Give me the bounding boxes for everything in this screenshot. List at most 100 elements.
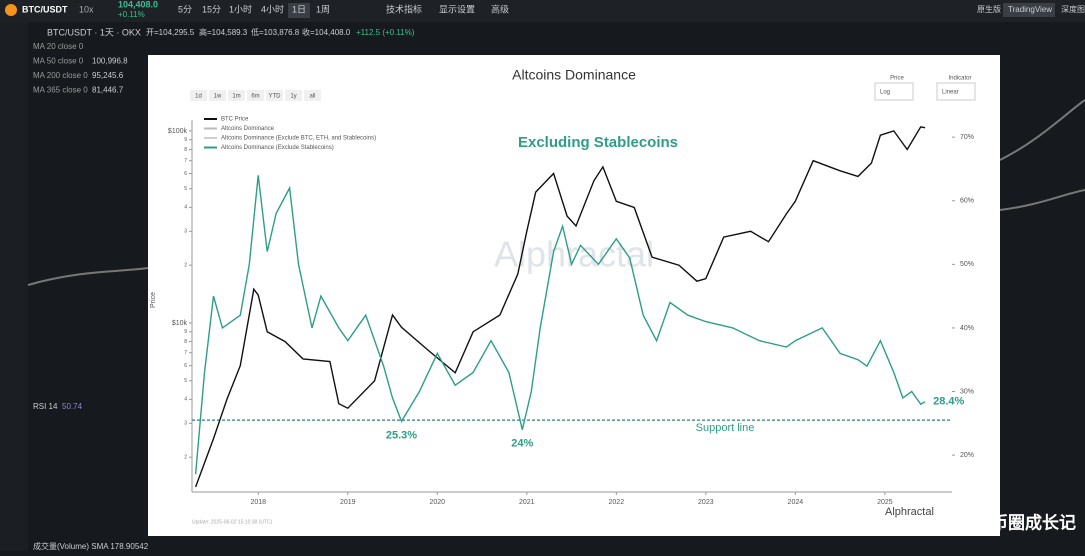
update-time: Update: 2025-06-02 15:10:38 (UTC) [192,519,273,525]
watermark: @明珠币圈成长记 [940,512,1076,532]
x-tick-label: 2018 [250,499,266,506]
ma-name: MA 365 close 0 [33,86,88,95]
interval[interactable]: 1周 [316,4,330,14]
brand-logo: Alphractal [885,506,934,518]
annotation: 24% [511,438,533,450]
ma-value: 81,446.7 [92,86,124,95]
ohlc-delta: +112.5 (+0.11%) [356,28,415,37]
range-button[interactable] [209,90,226,101]
y-tick-label: 3 [184,229,187,235]
range-label: all [309,94,315,100]
rsi-value: 50.74 [62,402,83,411]
y-tick-label: 6 [184,363,187,369]
range-label: 1d [195,94,202,100]
y-tick-label: 6 [184,171,187,177]
ohlc-low: 低=103,876.8 [251,27,300,37]
last-price: 104,408.0 [118,0,158,9]
y-tick-label: 5 [184,186,187,192]
legend-label: Altcoins Dominance [221,126,275,132]
chart-title: Altcoins Dominance [512,67,636,83]
ma-value: 95,245.6 [92,71,124,80]
x-tick-label: 2024 [788,499,804,506]
volume: 成交量(Volume) SMA 178.90542 [33,541,149,551]
y-tick-label: 7 [184,158,187,164]
y2-tick-label: 60% [960,198,974,205]
series-line [194,126,926,488]
x-tick-label: 2023 [698,499,714,506]
tool[interactable]: 显示设置 [439,4,475,14]
series-line [194,175,926,475]
x-tick-label: 2021 [519,499,535,506]
range-label: 1y [290,94,296,100]
range-label: 6m [251,94,259,100]
view-tab[interactable]: 原生版 [977,4,1001,14]
range-label: YTD [269,94,282,100]
y2-tick-label: 40% [960,325,974,332]
interval[interactable]: 1小时 [229,3,252,14]
range-button[interactable] [304,90,321,101]
ohlc-name: BTC/USDT · 1天 · OKX [47,27,141,37]
chart-image [148,55,1000,536]
legend-label: Altcoins Dominance (Exclude BTC, ETH, an… [221,136,376,142]
y2-tick-label: 30% [960,388,974,395]
interval[interactable]: 4小时 [261,3,284,14]
support-label: Support line [696,422,755,434]
leverage[interactable]: 10x [79,4,94,14]
y2-tick-label: 20% [960,452,974,459]
y-tick-label: 8 [184,147,187,153]
range-label: 1m [232,94,240,100]
range-button[interactable] [266,90,283,101]
y2-tick-label: 70% [960,134,974,141]
price-control-label: Price [890,76,904,82]
x-tick-label: 2022 [609,499,625,506]
range-button[interactable] [190,90,207,101]
y-tick-label: $10k [172,320,188,327]
y2-tick-label: 50% [960,261,974,268]
ma-name: MA 50 close 0 [33,57,84,66]
legend-label: BTC Price [221,117,249,123]
y-tick-label: 7 [184,350,187,356]
tool[interactable]: 技术指标 [386,3,422,14]
range-button[interactable] [247,90,264,101]
x-tick-label: 2020 [429,499,445,506]
y-tick-label: 9 [184,329,187,335]
rsi-name: RSI 14 [33,402,58,411]
interval-active [288,3,310,18]
view-tab[interactable]: 深度图 [1061,4,1085,14]
toolbar [0,22,28,551]
ohlc-open: 开=104,295.5 [146,28,195,37]
top-bar [0,0,1085,22]
range-button[interactable] [285,90,302,101]
annotation: 25.3% [386,429,417,441]
interval[interactable]: 1日 [292,4,306,14]
interval[interactable]: 15分 [202,4,221,14]
view-tab[interactable]: TradingView [1008,5,1052,14]
x-tick-label: 2025 [877,499,893,506]
price-control-value: Log [880,90,890,96]
ma-name: MA 20 close 0 [33,42,84,51]
y-tick-label: 4 [184,397,187,403]
range-button[interactable] [228,90,245,101]
indicator-control-value: Linear [942,90,959,96]
ma-line [27,99,1085,286]
range-label: 1w [214,94,222,100]
change: +0.11% [118,10,145,19]
ohlc-close: 收=104,408.0 [302,27,351,37]
annotation: 28.4% [933,396,964,408]
view-active [1003,3,1055,17]
watermark-brand: Alphractal [494,234,654,275]
y-tick-label: $100k [168,128,188,135]
tool[interactable]: 高级 [491,3,509,14]
y-tick-label: 2 [184,455,187,461]
y-axis-label: Price [150,292,157,308]
y-tick-label: 4 [184,205,187,211]
ma-value: 100,996.8 [92,57,128,66]
interval[interactable]: 5分 [178,4,192,14]
y-tick-label: 9 [184,137,187,143]
ma-name: MA 200 close 0 [33,71,88,80]
price-dropdown[interactable] [874,82,914,101]
chart-group: Altcoins Dominance Excluding Stablecoins… [150,67,976,525]
indicator-dropdown[interactable] [936,82,976,101]
